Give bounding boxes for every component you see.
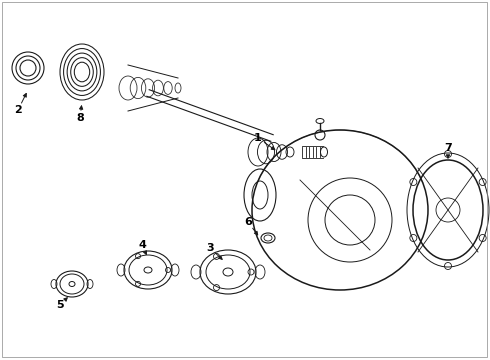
Text: 6: 6 — [244, 217, 252, 227]
Text: 3: 3 — [206, 243, 214, 253]
Text: 4: 4 — [138, 240, 146, 250]
Text: 8: 8 — [76, 113, 84, 123]
Text: 2: 2 — [14, 105, 22, 115]
Text: 1: 1 — [254, 133, 262, 143]
Text: 7: 7 — [444, 143, 452, 153]
Text: 5: 5 — [56, 300, 64, 310]
